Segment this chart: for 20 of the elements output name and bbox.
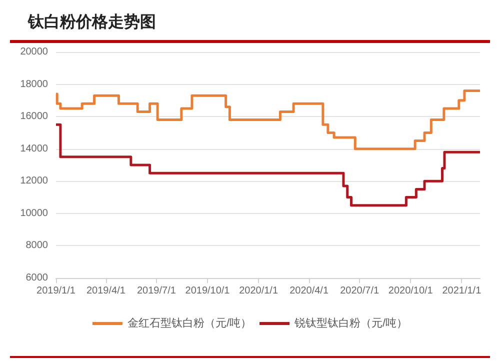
x-tick-label: 2019/7/1: [136, 286, 176, 296]
y-tick-label: 14000: [20, 143, 48, 154]
y-tick-label: 16000: [20, 111, 48, 122]
y-tick-label: 12000: [20, 176, 48, 187]
chart-title: 钛白粉价格走势图: [28, 12, 156, 33]
y-tick-label: 18000: [20, 78, 48, 90]
x-tick-label: 2019/10/1: [185, 286, 230, 296]
x-tick-label: 2020/10/1: [388, 286, 434, 296]
y-tick-label: 6000: [26, 272, 48, 284]
y-tick-label: 10000: [20, 208, 48, 219]
legend-label: 锐钛型钛白粉（元/吨）: [294, 316, 408, 330]
x-tick-label: 2019/4/1: [86, 286, 126, 296]
x-tick-label: 2020/7/1: [340, 286, 380, 296]
x-tick-label: 2020/4/1: [290, 286, 329, 296]
x-tick-label: 2020/1/1: [239, 286, 278, 296]
y-tick-label: 8000: [26, 240, 48, 252]
y-tick-label: 20000: [20, 46, 48, 58]
x-tick-label: 2019/1/1: [36, 286, 76, 296]
legend-label: 金红石型钛白粉（元/吨）: [127, 316, 252, 330]
x-tick-label: 2021/1/1: [442, 286, 482, 296]
